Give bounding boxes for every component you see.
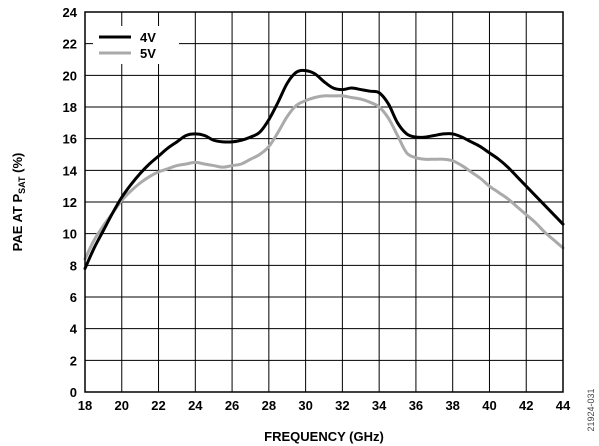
x-tick-label: 34 [372,398,387,413]
y-tick-label: 0 [70,385,77,400]
x-tick-label: 24 [188,398,203,413]
y-tick-label: 4 [70,322,78,337]
y-tick-label: 8 [70,258,77,273]
x-tick-labels: 18 20 22 24 26 28 30 32 34 36 38 40 42 44 [78,398,571,413]
y-tick-label: 2 [70,353,77,368]
y-axis-label-suffix: (%) [10,153,25,177]
x-tick-label: 38 [445,398,459,413]
y-tick-label: 22 [63,37,77,52]
figure-id: 21924-031 [586,388,596,431]
x-tick-label: 26 [225,398,239,413]
legend-box [93,26,179,64]
x-axis-label: FREQUENCY (GHz) [264,429,384,444]
x-tick-label: 44 [556,398,571,413]
series-line-5v [83,94,565,261]
y-axis-label: PAE AT PSAT (%) [10,153,27,252]
x-tick-label: 32 [335,398,349,413]
y-tick-label: 20 [63,68,77,83]
x-tick-label: 18 [78,398,92,413]
x-tick-label: 42 [519,398,533,413]
grid-lines [84,11,564,393]
y-axis-label-prefix: PAE AT P [10,193,25,251]
y-tick-label: 12 [63,195,77,210]
x-tick-label: 28 [262,398,276,413]
x-tick-label: 30 [298,398,312,413]
legend-label-5v: 5V [140,46,156,61]
y-tick-label: 6 [70,290,77,305]
x-tick-label: 22 [151,398,165,413]
y-tick-label: 14 [63,163,78,178]
y-tick-label: 18 [63,100,77,115]
y-tick-label: 24 [63,5,78,20]
series-line-4v [83,68,565,270]
plot-frame [84,11,564,393]
series-layer [83,68,565,270]
x-tick-label: 36 [409,398,423,413]
legend-label-4v: 4V [140,30,156,45]
y-axis-label-subscript: SAT [17,176,27,194]
y-tick-label: 10 [63,227,77,242]
y-tick-label: 16 [63,132,77,147]
x-tick-label: 20 [115,398,129,413]
x-tick-label: 40 [482,398,496,413]
